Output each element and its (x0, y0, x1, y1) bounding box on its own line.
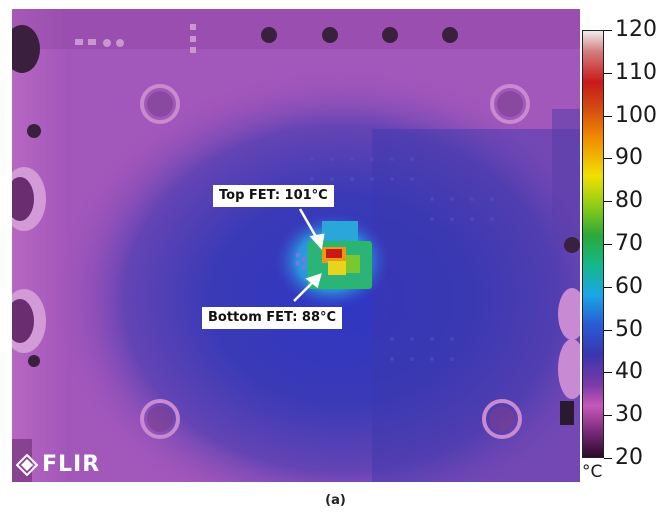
right-connectors (552, 109, 580, 425)
scale-tick-label: 90 (615, 145, 643, 171)
scale-tick-label: 40 (615, 359, 643, 385)
scale-tick (604, 72, 612, 74)
scale-tick (604, 201, 612, 203)
thermal-scene (12, 9, 580, 482)
scale-tick (604, 372, 612, 374)
annotation-arrows (293, 208, 325, 302)
figure-caption: (a) (325, 493, 346, 508)
color-scale-bar (582, 30, 604, 458)
top-holes (261, 27, 458, 43)
flir-logo: FLIR (16, 452, 100, 477)
scale-tick (604, 158, 612, 160)
scale-tick-label: 20 (615, 445, 643, 470)
scale-tick-label: 50 (615, 316, 643, 342)
scale-tick (604, 286, 612, 288)
left-connectors (12, 25, 46, 482)
bottom-fet-label: Bottom FET: 88°C (202, 307, 343, 329)
scale-tick (604, 244, 612, 245)
via-grid (310, 157, 494, 361)
top-fet-label: Top FET: 101°C (213, 185, 334, 207)
scale-tick-label: 100 (615, 102, 657, 128)
scale-tick-label: 30 (615, 402, 643, 428)
scale-tick (604, 30, 612, 31)
thermal-image (12, 9, 580, 482)
scale-tick-label: 60 (615, 273, 643, 299)
scale-tick-label: 70 (615, 231, 643, 256)
hot-chip (274, 213, 390, 309)
scale-tick-label: 120 (615, 17, 657, 42)
flir-logo-text: FLIR (42, 452, 101, 477)
scale-tick (604, 458, 612, 459)
scale-tick (604, 329, 612, 331)
scale-tick-label: 80 (615, 188, 643, 214)
scale-tick (604, 115, 612, 117)
scale-tick (604, 415, 612, 417)
scale-tick-label: 110 (615, 59, 657, 85)
scale-unit: °C (582, 462, 603, 482)
standoff-rings (140, 84, 530, 439)
flir-logo-icon (16, 453, 38, 476)
